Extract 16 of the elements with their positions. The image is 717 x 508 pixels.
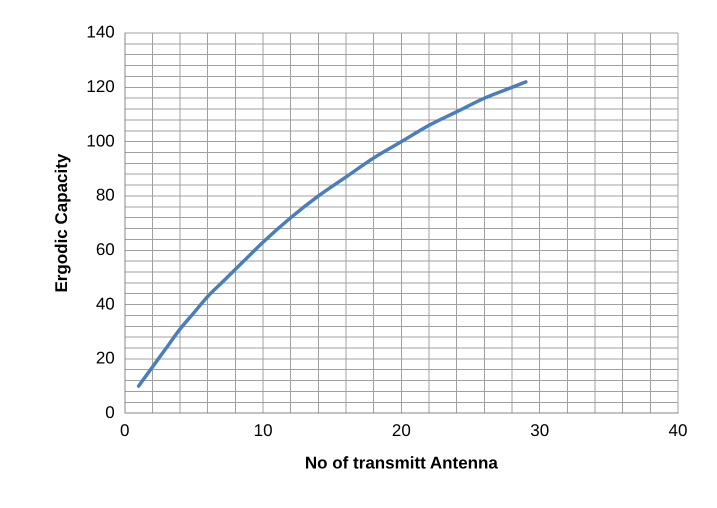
y-tick-label: 60 bbox=[96, 240, 115, 259]
y-axis-title: Ergodic Capacity bbox=[52, 153, 71, 293]
y-tick-label: 140 bbox=[86, 22, 115, 42]
y-tick-label: 100 bbox=[86, 131, 115, 150]
x-axis-title: No of transmitt Antenna bbox=[304, 453, 498, 472]
x-tick-label: 30 bbox=[530, 421, 550, 440]
y-tick-label: 40 bbox=[96, 294, 115, 314]
line-series bbox=[136, 80, 528, 388]
x-tick-label: 40 bbox=[668, 421, 688, 440]
y-tick-label: 120 bbox=[86, 77, 115, 96]
x-tick-label: 20 bbox=[392, 421, 411, 440]
x-tick-label: 0 bbox=[120, 421, 130, 440]
y-tick-label: 20 bbox=[96, 348, 115, 368]
y-tick-label: 0 bbox=[105, 402, 115, 422]
y-tick-label: 80 bbox=[96, 186, 115, 205]
x-tick-label: 10 bbox=[254, 421, 273, 440]
